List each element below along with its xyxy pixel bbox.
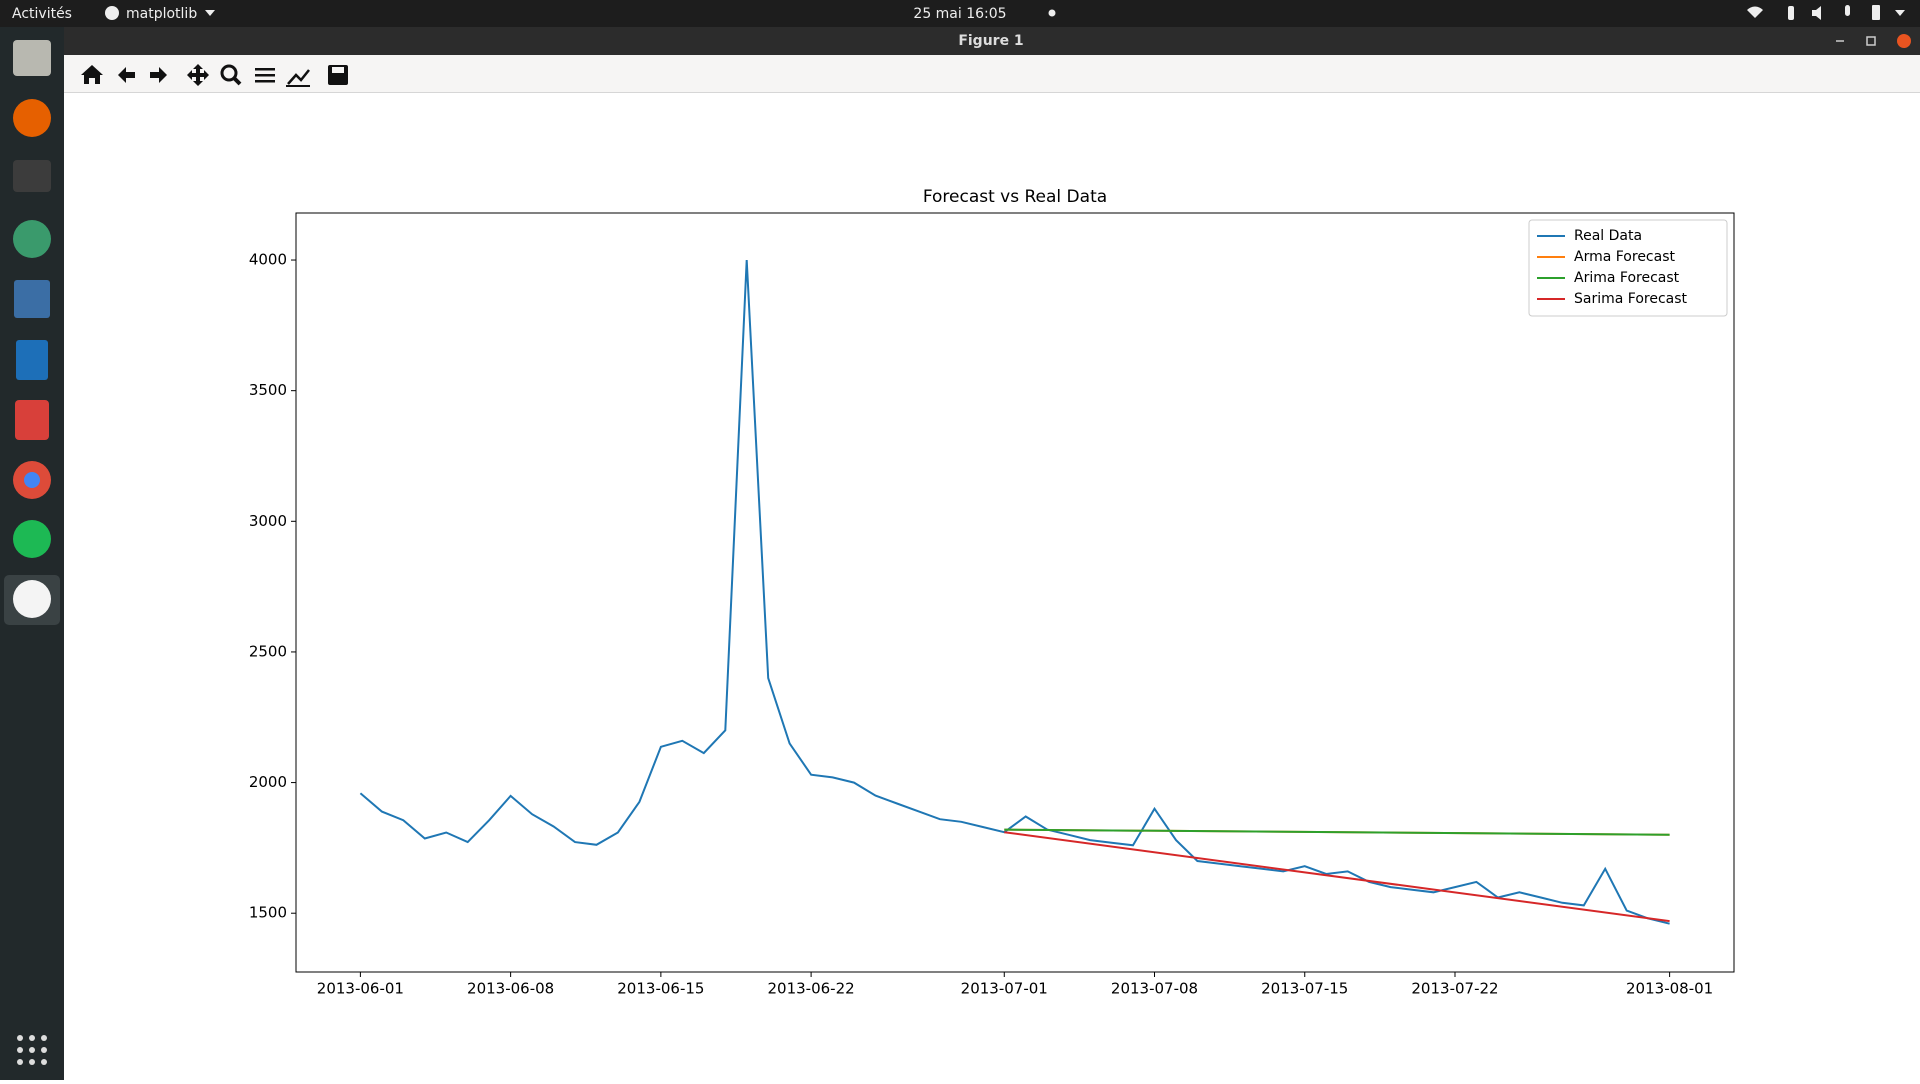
x-tick-label: 2013-07-01 — [961, 980, 1048, 998]
window-title: Figure 1 — [958, 33, 1023, 49]
legend-box — [1528, 219, 1728, 317]
x-tick-label: 2013-06-01 — [317, 980, 404, 998]
y-tick-label: 4000 — [249, 251, 287, 269]
x-tick-label: 2013-07-15 — [1261, 980, 1348, 998]
x-tick-label: 2013-06-15 — [617, 980, 704, 998]
toolbar — [64, 55, 1920, 93]
chart-title: Forecast vs Real Data — [923, 187, 1107, 207]
x-tick-label: 2013-07-08 — [1111, 980, 1198, 998]
y-tick-label: 1500 — [249, 904, 287, 922]
dock-icons[interactable] — [4, 40, 60, 1065]
window-titlebar — [64, 27, 1920, 55]
y-tick-label: 3500 — [249, 381, 287, 399]
x-tick-label: 2013-07-22 — [1411, 980, 1498, 998]
activities[interactable]: Activités — [12, 6, 72, 22]
series-line — [1004, 831, 1670, 923]
legend-label: Arma Forecast — [1574, 249, 1676, 265]
chart: Forecast vs Real Data 1500 2000 2500 3000 350… — [249, 187, 1735, 998]
window-controls[interactable] — [1836, 34, 1911, 48]
y-tick-label: 2000 — [249, 773, 287, 791]
x-tick-label: 2013-08-01 — [1626, 980, 1713, 998]
legend-label: Sarima Forecast — [1574, 291, 1688, 307]
app-menu-arrow — [205, 10, 215, 16]
x-tick-label: 2013-06-08 — [467, 980, 554, 998]
y-tick-label: 2500 — [249, 642, 287, 660]
plot-frame — [295, 212, 1735, 973]
legend-label: Real Data — [1574, 228, 1642, 244]
y-tick-label: 3000 — [249, 512, 287, 530]
toolbar-buttons[interactable] — [81, 64, 348, 87]
series-line — [1004, 828, 1670, 836]
top-bar — [0, 0, 1920, 27]
app-icon — [105, 6, 119, 20]
notification-dot — [1048, 9, 1056, 17]
clock[interactable]: 25 mai 16:05 — [913, 6, 1006, 22]
legend-label: Arima Forecast — [1574, 270, 1680, 286]
series-line — [359, 259, 1670, 925]
x-tick-label: 2013-06-22 — [768, 980, 855, 998]
system-tray[interactable] — [1747, 5, 1905, 20]
app-menu[interactable]: matplotlib — [126, 6, 197, 22]
